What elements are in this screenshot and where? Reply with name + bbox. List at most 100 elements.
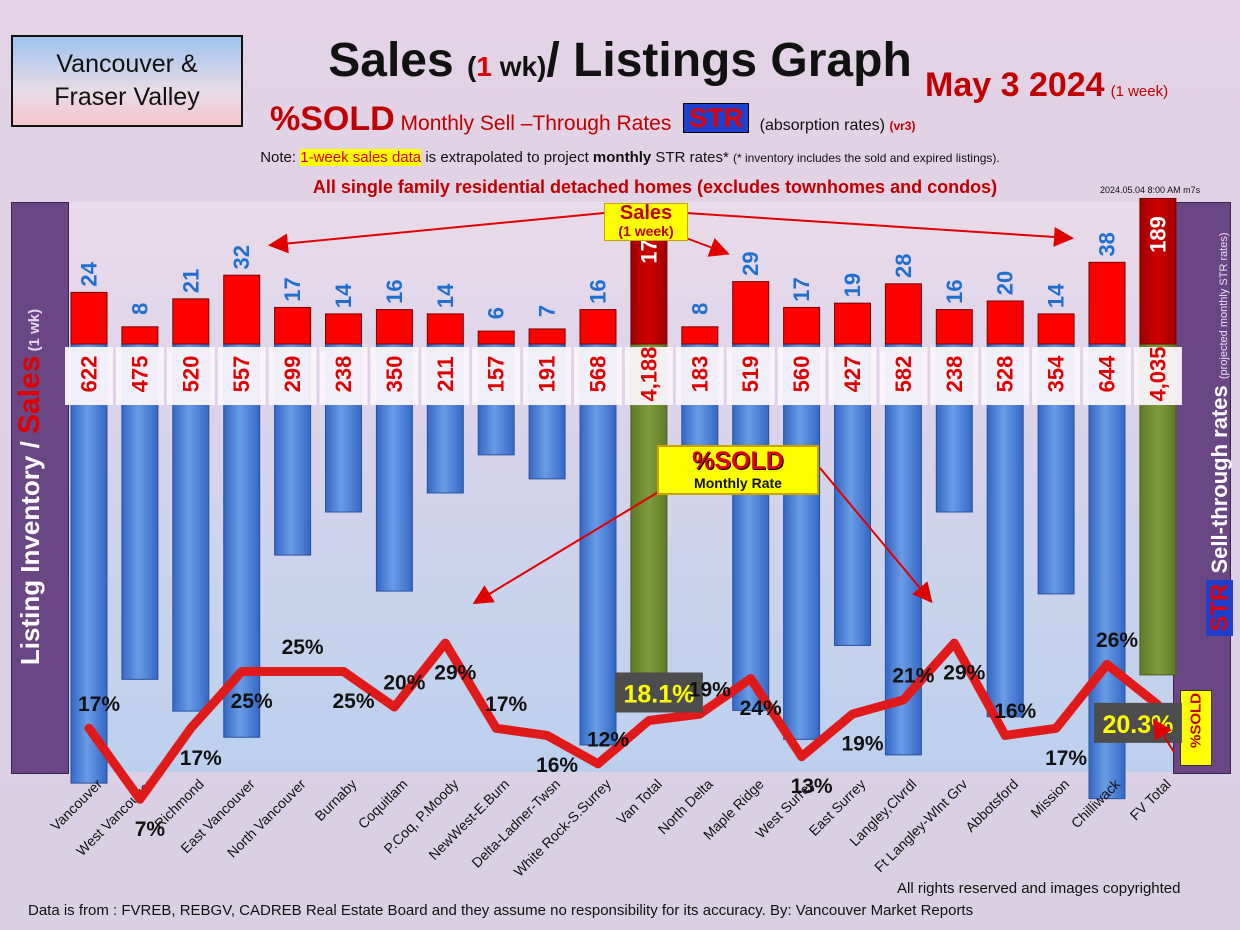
inventory-label: 557 [229,356,254,393]
sales-bar [579,309,617,345]
sales-label: 24 [77,261,102,286]
sales-bar [732,281,770,345]
sales-label: 8 [127,303,152,315]
sales-bar [681,326,719,345]
sales-label: 189 [1145,216,1170,253]
inventory-label: 238 [942,356,967,393]
scope-note: All single family residential detached h… [312,177,998,197]
str-label: 17% [180,747,222,770]
sales-arrow [685,237,730,257]
str-label: 25% [231,690,273,713]
str-label: 29% [434,662,476,685]
str-label: 20% [383,672,425,695]
str-label: 21% [892,664,934,687]
inventory-label-bg [65,347,113,405]
sales-bar [783,306,821,345]
sales-bar [834,302,871,345]
inventory-label: 350 [382,356,407,393]
inventory-label-bg [217,347,266,405]
sales-label: 6 [484,307,509,319]
inventory-label: 4,188 [636,346,661,401]
inventory-label-bg [981,347,1030,405]
sales-bar [172,298,210,345]
sold-rate-callout: %SOLD Monthly Rate [657,445,819,495]
inventory-label: 191 [535,356,560,393]
inventory-bar [579,343,617,746]
str-label: 19% [689,679,731,702]
chart-title: Sales (1 wk)/ Listings Graph [328,34,912,87]
sales-bar [375,309,413,345]
sales-label: 29 [738,251,763,275]
sales-label: 8 [687,303,712,315]
category-label: Delta-Ladner-Twsn [468,776,563,871]
inventory-bar [986,343,1024,718]
inventory-label-bg [777,347,826,405]
str-total-box [614,672,703,713]
note: Note: 1-week sales data is extrapolated … [260,149,1000,166]
str-label: 26% [1096,629,1138,652]
sold-arrow [1152,718,1175,753]
inventory-label: 560 [789,356,814,393]
sales-arrow [685,212,1074,247]
inventory-label: 475 [127,356,152,393]
region-line-2: Fraser Valley [54,83,200,111]
sales-label: 17 [789,277,814,301]
str-label: 18.1% [623,680,694,708]
region-box: Vancouver & Fraser Valley [11,35,243,127]
sales-bar [884,283,922,345]
left-axis-panel [11,202,69,774]
source-note: Data is from : FVREB, REBGV, CADREB Real… [28,902,974,919]
str-label: 17% [1045,747,1087,770]
inventory-label-bg [370,347,419,405]
inventory-label-bg [523,347,572,405]
inventory-label: 582 [891,356,916,393]
sales-bar [325,313,362,345]
sales-bar [1088,261,1126,345]
str-label: 16% [994,700,1036,723]
sales-label: 16 [382,279,407,303]
sales-label: 14 [331,283,356,308]
inventory-label: 644 [1095,355,1120,392]
inventory-label-bg [472,347,521,405]
sold-tag [1180,690,1212,766]
sales-bar [986,300,1024,345]
sales-bar [935,309,973,345]
inventory-label: 4,035 [1145,346,1170,401]
sales-arrow [268,212,605,254]
inventory-label: 238 [331,356,356,393]
str-line [84,638,1163,804]
sales-label: 19 [840,273,865,297]
str-label: 13% [791,775,833,798]
inventory-label: 299 [280,356,305,393]
inventory-label-bg [726,347,775,405]
copyright-note: All rights reserved and images copyright… [897,880,1181,897]
category-label: Ft Langley-Wlnt Grv [871,776,970,875]
str-label: 17% [78,693,120,716]
category-label: Abbotsford [962,776,1021,835]
category-label: Van Total [613,776,665,828]
inventory-label-bg [930,347,979,405]
chart-subtitle: %SOLD Monthly Sell –Through Rates STR (a… [270,100,916,138]
str-label: 29% [943,662,985,685]
sales-label: 14 [1044,283,1069,308]
inventory-label: 568 [586,356,611,393]
str-label: 17% [485,693,527,716]
str-label: 16% [536,754,578,777]
inventory-label-bg [166,347,215,405]
inventory-label: 520 [178,356,203,393]
inventory-label-bg [879,347,928,405]
sales-label: 16 [586,279,611,303]
inventory-bar [172,343,210,712]
sales-label: 16 [942,279,967,303]
inventory-bar [70,343,108,784]
sales-label: 17 [280,277,305,301]
inventory-label-bg [1133,347,1182,405]
sold-arrow [472,487,666,605]
sold-arrow [819,467,933,604]
inventory-label: 622 [77,356,102,393]
sales-label: 28 [891,254,916,278]
inventory-label: 211 [433,356,458,392]
inventory-label: 183 [687,356,712,393]
region-line-1: Vancouver & [56,50,198,78]
